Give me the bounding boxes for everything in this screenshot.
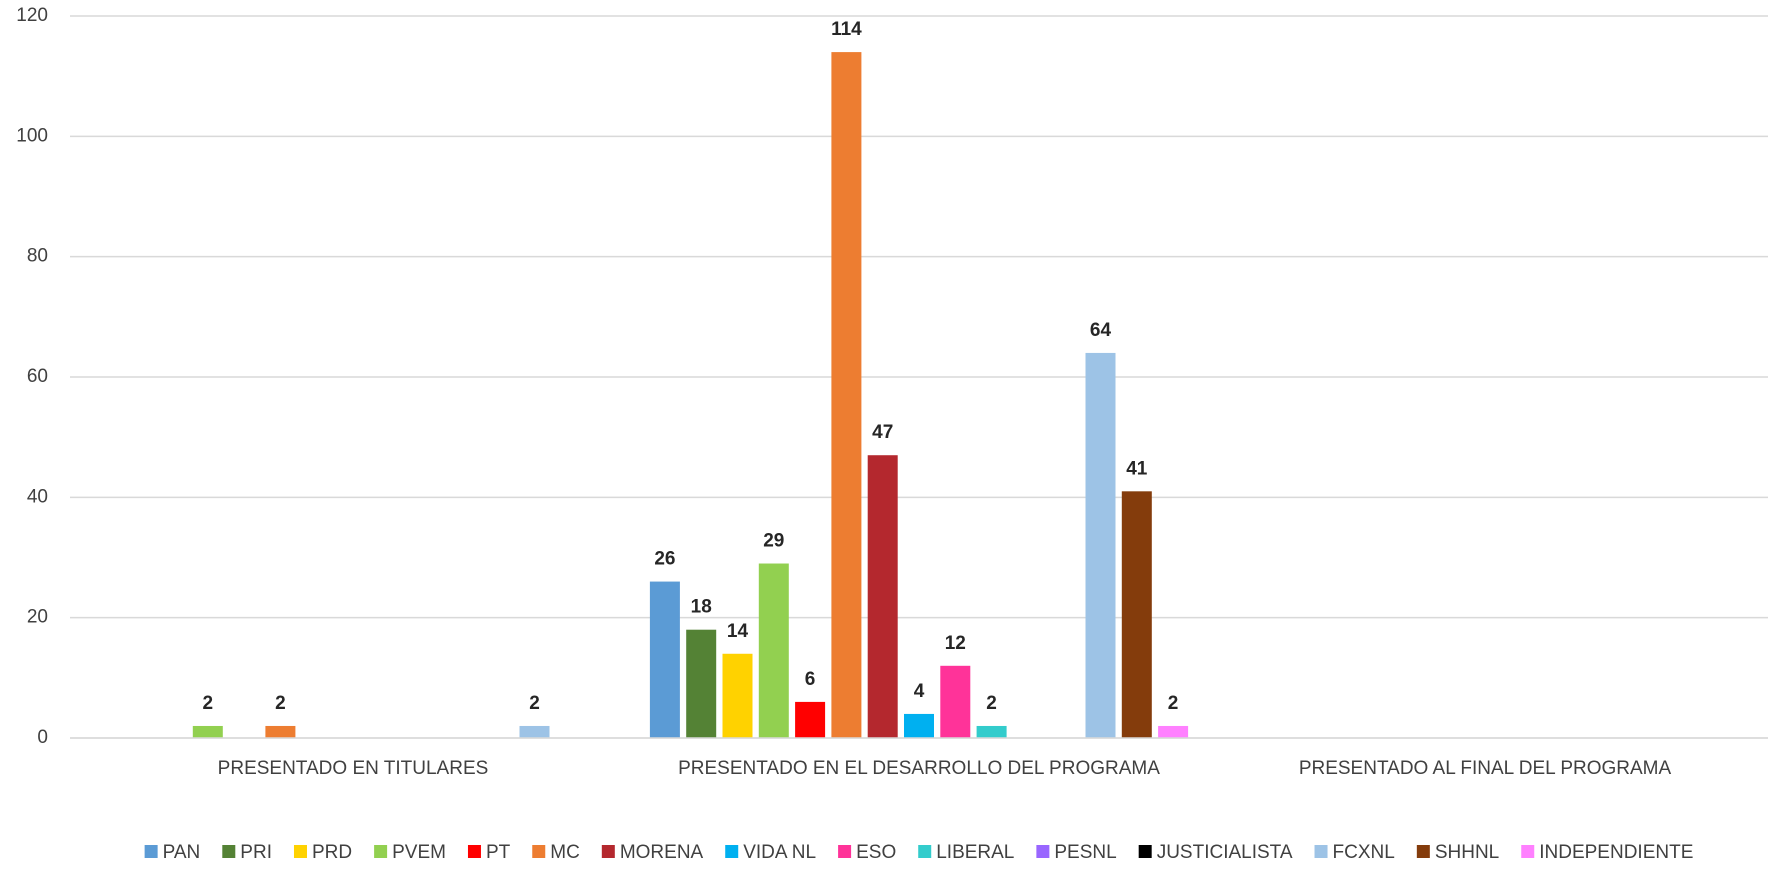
bar [904, 713, 934, 738]
legend-swatch [1314, 845, 1328, 858]
data-label: 26 [654, 549, 675, 570]
data-label: 47 [872, 422, 893, 443]
data-label: 14 [727, 621, 749, 642]
bar [519, 725, 550, 738]
legend-swatch [725, 845, 739, 858]
bar [976, 725, 1007, 738]
legend-swatch [838, 845, 852, 858]
data-label: 18 [691, 597, 712, 618]
bar [940, 665, 971, 738]
data-label: 29 [763, 531, 784, 552]
data-label: 6 [805, 669, 816, 690]
legend-swatch [374, 845, 388, 858]
data-label: 12 [945, 633, 966, 654]
legend-label: SHHNL [1435, 842, 1499, 863]
data-label: 2 [986, 693, 997, 714]
bar [722, 653, 753, 738]
legend-swatch [222, 845, 236, 858]
data-label: 114 [831, 19, 862, 40]
y-tick-label: 60 [27, 366, 48, 387]
bar [867, 455, 898, 738]
y-tick-label: 0 [37, 727, 48, 748]
bar [831, 52, 862, 739]
data-label: 2 [529, 693, 540, 714]
legend-label: PAN [163, 842, 201, 863]
bar [795, 701, 826, 738]
legend-swatch [467, 845, 481, 858]
legend-label: PRD [312, 842, 352, 863]
legend-label: INDEPENDIENTE [1539, 842, 1693, 863]
legend-label: MC [550, 842, 580, 863]
x-tick-label: PRESENTADO EN EL DESARROLLO DEL PROGRAMA [678, 758, 1160, 779]
bar [758, 563, 789, 738]
x-tick-label: PRESENTADO EN TITULARES [218, 758, 489, 779]
legend-swatch [1138, 845, 1152, 858]
legend-label: JUSTICIALISTA [1157, 842, 1293, 863]
y-tick-label: 20 [27, 607, 48, 628]
legend: PAN PRI PRD PVEM PT MC MORENA VIDA NL ESO LIBERAL… [144, 842, 1693, 863]
legend-label: PESNL [1054, 842, 1116, 863]
legend-swatch [918, 845, 932, 858]
y-tick-label: 40 [27, 486, 48, 507]
legend-swatch [601, 845, 615, 858]
legend-label: PVEM [392, 842, 446, 863]
y-tick-label: 120 [16, 5, 48, 26]
legend-label: PRI [240, 842, 272, 863]
legend-label: VIDA NL [743, 842, 816, 863]
legend-label: FCXNL [1333, 842, 1395, 863]
legend-label: PT [486, 842, 511, 863]
legend-swatch [144, 845, 158, 858]
bar [1121, 491, 1152, 738]
data-label: 64 [1090, 320, 1112, 341]
data-label: 4 [914, 681, 925, 702]
y-tick-label: 100 [16, 125, 48, 146]
legend-label: LIBERAL [936, 842, 1014, 863]
bar [1085, 352, 1116, 738]
y-tick-label: 80 [27, 246, 48, 267]
legend-swatch [1416, 845, 1430, 858]
bar [686, 629, 717, 738]
bar [1158, 725, 1189, 738]
legend-label: ESO [856, 842, 896, 863]
legend-label: MORENA [620, 842, 704, 863]
x-tick-label: PRESENTADO AL FINAL DEL PROGRAMA [1299, 758, 1672, 779]
data-label: 41 [1126, 458, 1148, 479]
legend-swatch [1036, 845, 1050, 858]
data-label: 2 [275, 693, 286, 714]
data-label: 2 [1168, 693, 1179, 714]
data-label: 2 [203, 693, 214, 714]
bar [649, 581, 680, 738]
legend-swatch [293, 845, 307, 858]
bar [192, 725, 223, 738]
legend-swatch [1521, 845, 1535, 858]
legend-swatch [532, 845, 546, 858]
bar [265, 725, 296, 738]
